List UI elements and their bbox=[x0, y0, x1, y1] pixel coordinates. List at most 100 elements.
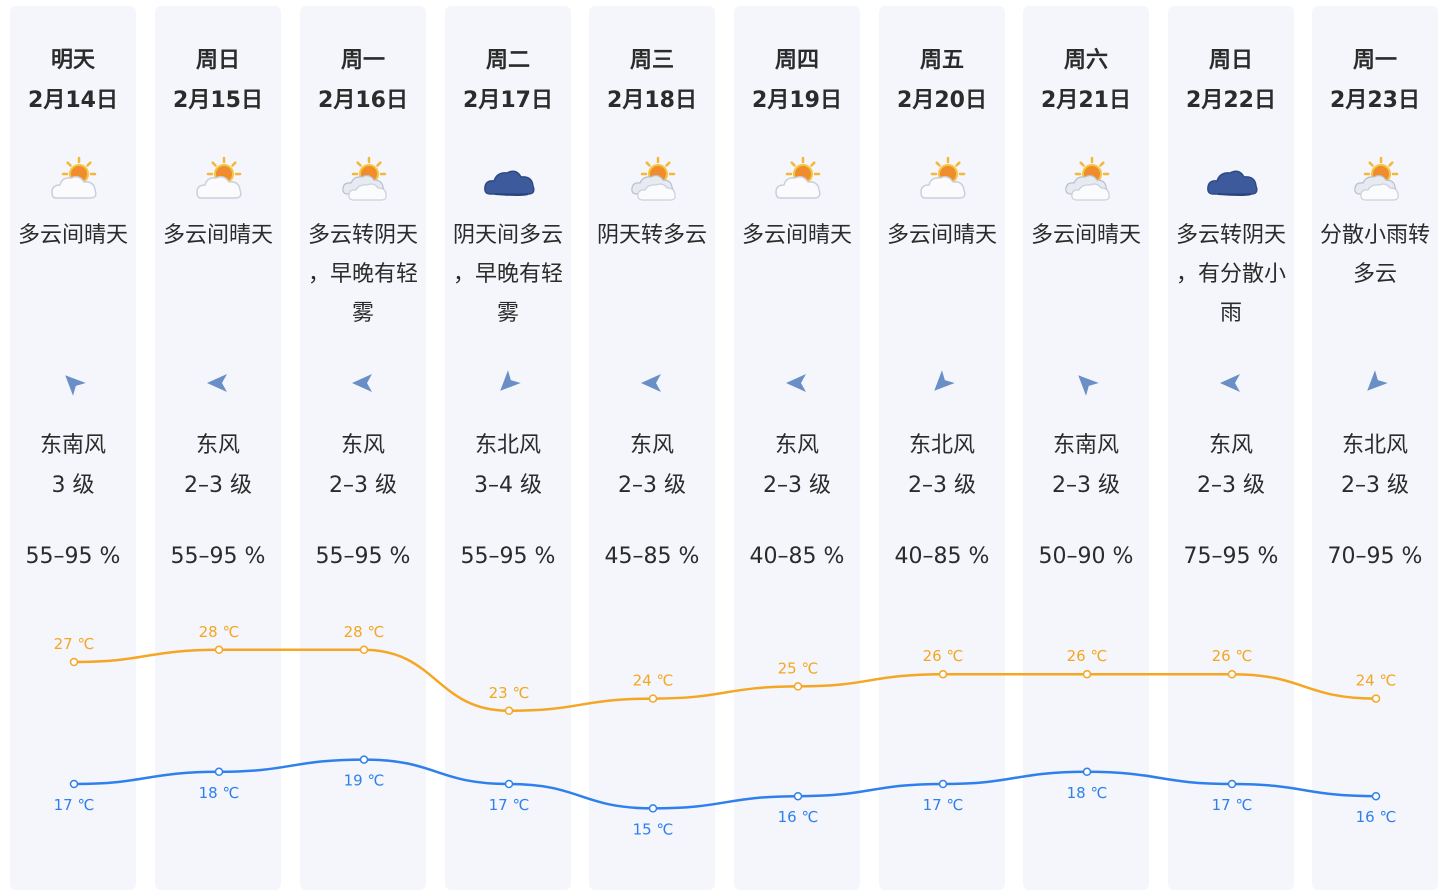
high-temp-label: 27 ℃ bbox=[54, 635, 95, 653]
date-label: 2月23日 bbox=[1330, 88, 1420, 113]
weather-description: 多云间晴天 bbox=[1030, 223, 1141, 248]
wind-direction-icon bbox=[1078, 375, 1099, 396]
wind-direction-icon bbox=[934, 370, 955, 391]
high-temp-point bbox=[1082, 669, 1092, 679]
humidity-range: 40–85 % bbox=[894, 544, 990, 569]
humidity-range: 75–95 % bbox=[1183, 544, 1279, 569]
low-temp-point bbox=[1227, 779, 1237, 789]
humidity-range: 55–95 % bbox=[460, 544, 556, 569]
date-label: 2月15日 bbox=[173, 88, 263, 113]
wind-direction-icon bbox=[65, 375, 86, 396]
partly-sunny-icon bbox=[775, 156, 821, 199]
low-temp-label: 16 ℃ bbox=[1356, 808, 1397, 826]
date-label: 2月16日 bbox=[318, 88, 408, 113]
high-temp-label: 28 ℃ bbox=[344, 623, 385, 641]
day-label: 明天 bbox=[50, 48, 95, 73]
day-label: 周四 bbox=[774, 48, 819, 73]
low-temp-point bbox=[938, 779, 948, 789]
low-temp-line bbox=[73, 758, 1377, 810]
wind-direction: 东北风 bbox=[908, 433, 975, 458]
low-temp-point bbox=[793, 791, 803, 801]
high-temp-point bbox=[504, 706, 514, 716]
low-temp-label: 19 ℃ bbox=[344, 772, 385, 790]
overcast-cloud-icon bbox=[484, 170, 535, 196]
low-temp-label: 17 ℃ bbox=[54, 796, 95, 814]
wind-level: 2–3 级 bbox=[1052, 473, 1120, 498]
partly-sunny-icon bbox=[51, 156, 97, 199]
low-temp-point bbox=[1371, 791, 1381, 801]
wind-direction-icon bbox=[207, 374, 227, 392]
weather-description: 多云间晴天 bbox=[741, 223, 852, 248]
day-label: 周一 bbox=[1352, 48, 1397, 73]
wind-level: 2–3 级 bbox=[618, 473, 686, 498]
high-temp-point bbox=[793, 682, 803, 691]
wind-direction: 东南风 bbox=[1052, 433, 1119, 458]
low-temp-point bbox=[1082, 767, 1092, 777]
date-label: 2月19日 bbox=[752, 88, 842, 113]
high-temp-label: 28 ℃ bbox=[199, 623, 240, 641]
date-label: 2月22日 bbox=[1186, 88, 1276, 113]
humidity-range: 45–85 % bbox=[604, 544, 700, 569]
wind-direction: 东风 bbox=[774, 433, 819, 458]
humidity-range: 55–95 % bbox=[315, 544, 411, 569]
wind-level: 3 级 bbox=[51, 473, 95, 498]
high-temp-label: 26 ℃ bbox=[923, 647, 964, 665]
high-temp-point bbox=[214, 645, 224, 655]
wind-direction: 东风 bbox=[629, 433, 674, 458]
forecast-day-column: 周四 2月19日多云间晴天东风 2–3 级 40–85 % bbox=[734, 6, 860, 890]
high-temp-label: 23 ℃ bbox=[489, 684, 530, 702]
high-temp-label: 25 ℃ bbox=[778, 659, 819, 677]
wind-direction: 东北风 bbox=[1341, 433, 1408, 458]
humidity-range: 40–85 % bbox=[749, 544, 845, 569]
day-label: 周三 bbox=[629, 48, 674, 73]
partly-sunny-icon bbox=[920, 156, 966, 199]
wind-direction-icon bbox=[786, 374, 806, 392]
low-temp-label: 17 ℃ bbox=[1212, 796, 1253, 814]
wind-direction: 东风 bbox=[1208, 433, 1253, 458]
forecast-day-column: 明天 2月14日 多云间晴天 东南风 3 级 55–95 % bbox=[10, 6, 136, 890]
low-temp-point bbox=[504, 779, 514, 789]
low-temp-label: 18 ℃ bbox=[1067, 784, 1108, 802]
wind-level: 2–3 级 bbox=[763, 473, 831, 498]
wind-level: 2–3 级 bbox=[908, 473, 976, 498]
low-temp-label: 18 ℃ bbox=[199, 784, 240, 802]
humidity-range: 70–95 % bbox=[1327, 544, 1423, 569]
forecast-day-column: 周二 2月17日 阴天间多云 ，早晚有轻雾东北风 3–4 级 55–95 % bbox=[445, 6, 571, 890]
forecast-day-column: 周六 2月21日 多云间晴天 东南风 2–3 级 50–90 % bbox=[1023, 6, 1149, 890]
wind-direction-icon bbox=[1220, 374, 1240, 392]
humidity-range: 55–95 % bbox=[25, 544, 121, 569]
date-label: 2月20日 bbox=[897, 88, 987, 113]
high-temp-point bbox=[1371, 694, 1381, 703]
cloudy-sun-icon bbox=[342, 156, 387, 201]
day-label: 周一 bbox=[340, 48, 385, 73]
forecast-day-column: 周一 2月16日 多云转阴天 ，早晚有轻雾东风 2–3 级 55–95 % bbox=[300, 6, 426, 890]
wind-direction: 东南风 bbox=[39, 433, 106, 458]
day-label: 周六 bbox=[1063, 48, 1108, 73]
low-temp-point bbox=[69, 779, 79, 789]
high-temp-point bbox=[359, 645, 369, 655]
forecast-day-column: 周五 2月20日 多云间晴天 东北风 2–3 级 40–85 % bbox=[879, 6, 1005, 890]
humidity-range: 55–95 % bbox=[170, 544, 266, 569]
low-temp-point bbox=[359, 755, 369, 764]
wind-level: 2–3 级 bbox=[1197, 473, 1265, 498]
wind-direction-icon bbox=[641, 374, 661, 392]
high-temp-point bbox=[938, 669, 948, 679]
low-temp-label: 15 ℃ bbox=[633, 820, 674, 838]
wind-direction-icon bbox=[352, 374, 372, 392]
high-temp-label: 26 ℃ bbox=[1212, 647, 1253, 665]
forecast-day-column: 周三 2月18日 阴天转多云 东风 2–3 级 45–85 % bbox=[589, 6, 715, 890]
wind-direction-icon bbox=[500, 370, 521, 391]
cloudy-sun-icon bbox=[631, 156, 676, 201]
forecast-day-column: 周日 2月22日 多云转阴天 ，有分散小雨东风 2–3 级 75–95 % bbox=[1168, 6, 1294, 890]
day-label: 周日 bbox=[195, 48, 240, 73]
wind-direction: 东风 bbox=[195, 433, 240, 458]
weather-description: 阴天间多云 ，早晚有轻雾 bbox=[452, 223, 563, 326]
date-label: 2月21日 bbox=[1041, 88, 1131, 113]
low-temp-label: 17 ℃ bbox=[923, 796, 964, 814]
high-temp-label: 24 ℃ bbox=[1356, 672, 1397, 690]
high-temp-point bbox=[1227, 669, 1237, 679]
weather-description: 多云间晴天 bbox=[886, 223, 997, 248]
cloudy-sun-icon bbox=[1354, 156, 1399, 201]
day-label: 周日 bbox=[1208, 48, 1253, 73]
